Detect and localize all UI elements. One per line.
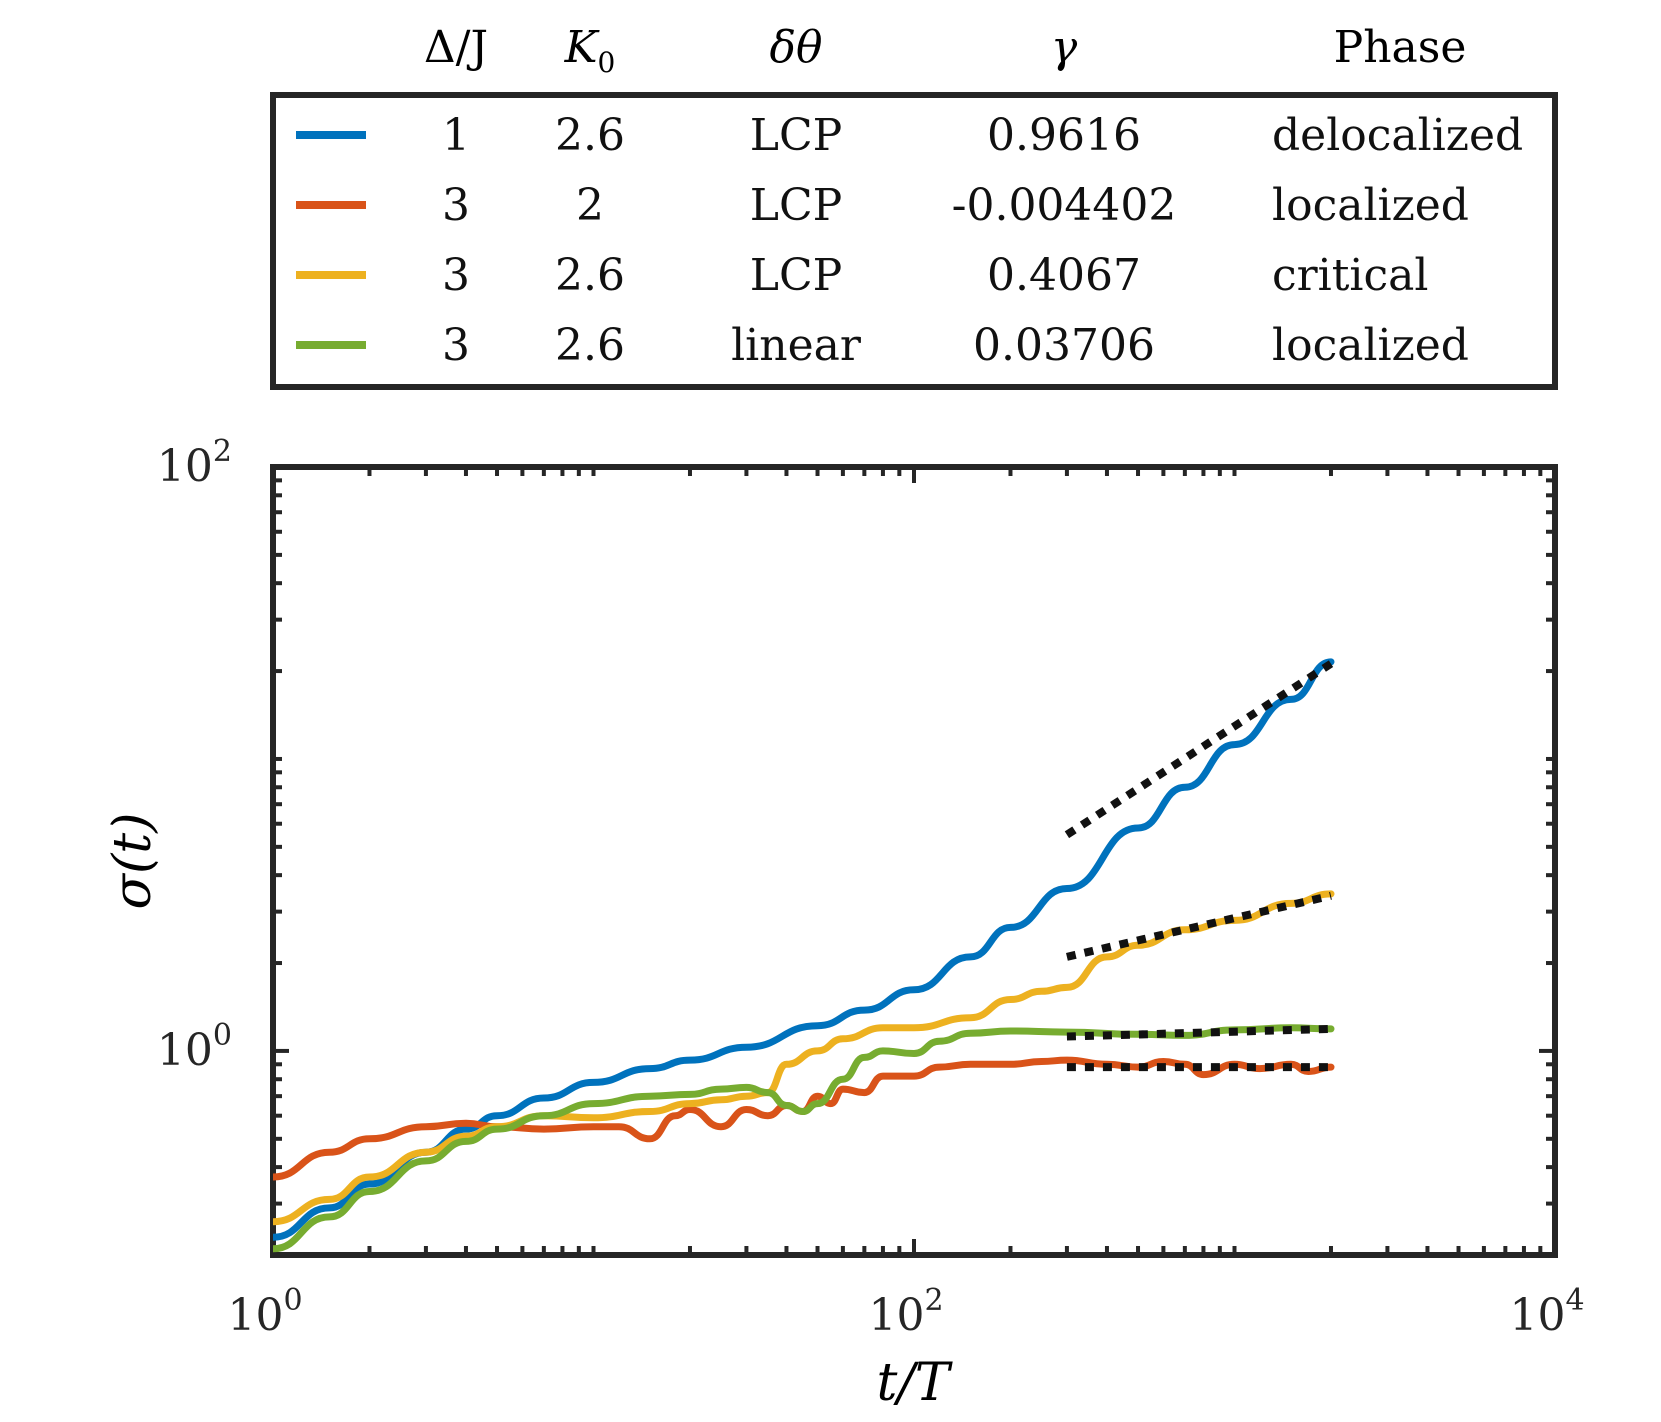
legend-k0: 2.6 (555, 110, 625, 161)
legend-phase: delocalized (1272, 110, 1523, 161)
legend-header-delta: Δ/J (424, 22, 488, 73)
legend-delta: 3 (442, 250, 470, 301)
legend-box (270, 92, 1558, 390)
legend-gamma: 0.9616 (987, 110, 1141, 161)
legend-gamma: 0.4067 (987, 250, 1141, 301)
legend-row: 3 2.6 LCP 0.4067 critical (296, 250, 1428, 301)
x-tick-label: 100 (227, 1283, 302, 1341)
legend-gamma: -0.004402 (952, 180, 1177, 231)
legend-dtheta: linear (731, 320, 862, 371)
legend-delta: 3 (442, 180, 470, 231)
legend-phase: localized (1272, 320, 1469, 371)
x-tick-label: 102 (868, 1283, 943, 1341)
legend-header-gamma: γ (1051, 22, 1078, 73)
legend-row: 1 2.6 LCP 0.9616 delocalized (296, 110, 1523, 161)
legend-header-dtheta: δθ (770, 22, 823, 73)
legend: Δ/J K0 δθ γ Phase 1 2.6 LCP 0.9616 delocaliz… (270, 22, 1558, 390)
legend-dtheta: LCP (750, 250, 843, 301)
y-tick-label: 102 (157, 434, 232, 492)
legend-header-k0: K0 (564, 22, 616, 79)
y-tick-label: 100 (157, 1018, 232, 1076)
legend-dtheta: LCP (750, 180, 843, 231)
x-tick-label: 104 (1509, 1283, 1584, 1341)
legend-k0: 2.6 (555, 250, 625, 301)
legend-gamma: 0.03706 (973, 320, 1155, 371)
series-line-3 (273, 890, 1335, 1226)
legend-header-phase: Phase (1334, 22, 1467, 73)
y-axis-label: σ(t) (103, 813, 163, 910)
legend-phase: localized (1272, 180, 1469, 231)
legend-delta: 3 (442, 320, 470, 371)
legend-row: 3 2.6 linear 0.03706 localized (296, 320, 1469, 371)
legend-k0: 2 (576, 180, 604, 231)
legend-phase: critical (1272, 250, 1428, 301)
legend-delta: 1 (442, 110, 470, 161)
legend-dtheta: LCP (750, 110, 843, 161)
fit-line-3 (1066, 1024, 1332, 1041)
plot-area: 100 102 104 100 102 t/T σ(t) (103, 434, 1585, 1413)
x-axis-label: t/T (876, 1353, 952, 1413)
legend-row: 3 2 LCP -0.004402 localized (296, 180, 1469, 231)
legend-k0: 2.6 (555, 320, 625, 371)
